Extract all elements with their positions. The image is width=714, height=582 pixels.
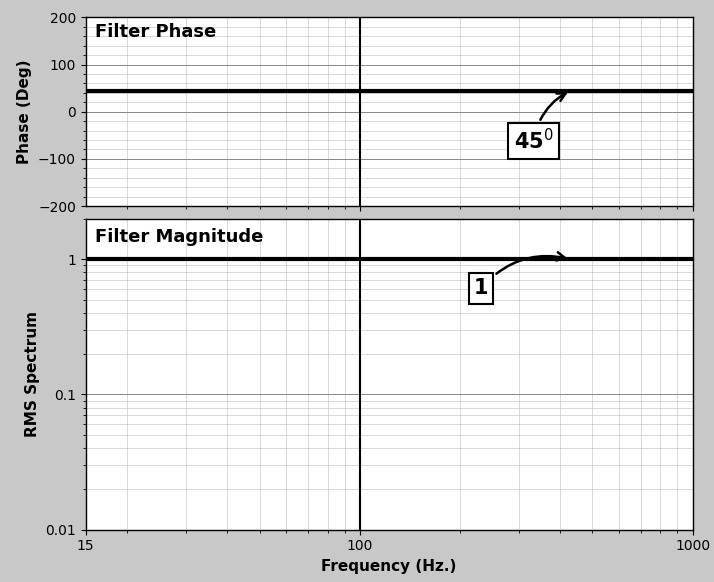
Y-axis label: Phase (Deg): Phase (Deg) xyxy=(17,59,32,164)
Y-axis label: RMS Spectrum: RMS Spectrum xyxy=(25,311,40,437)
Text: Filter Phase: Filter Phase xyxy=(95,23,216,41)
X-axis label: Frequency (Hz.): Frequency (Hz.) xyxy=(321,559,457,574)
Text: 1: 1 xyxy=(474,252,565,299)
Text: Filter Magnitude: Filter Magnitude xyxy=(95,228,263,246)
Text: 45$^0$: 45$^0$ xyxy=(513,93,565,154)
